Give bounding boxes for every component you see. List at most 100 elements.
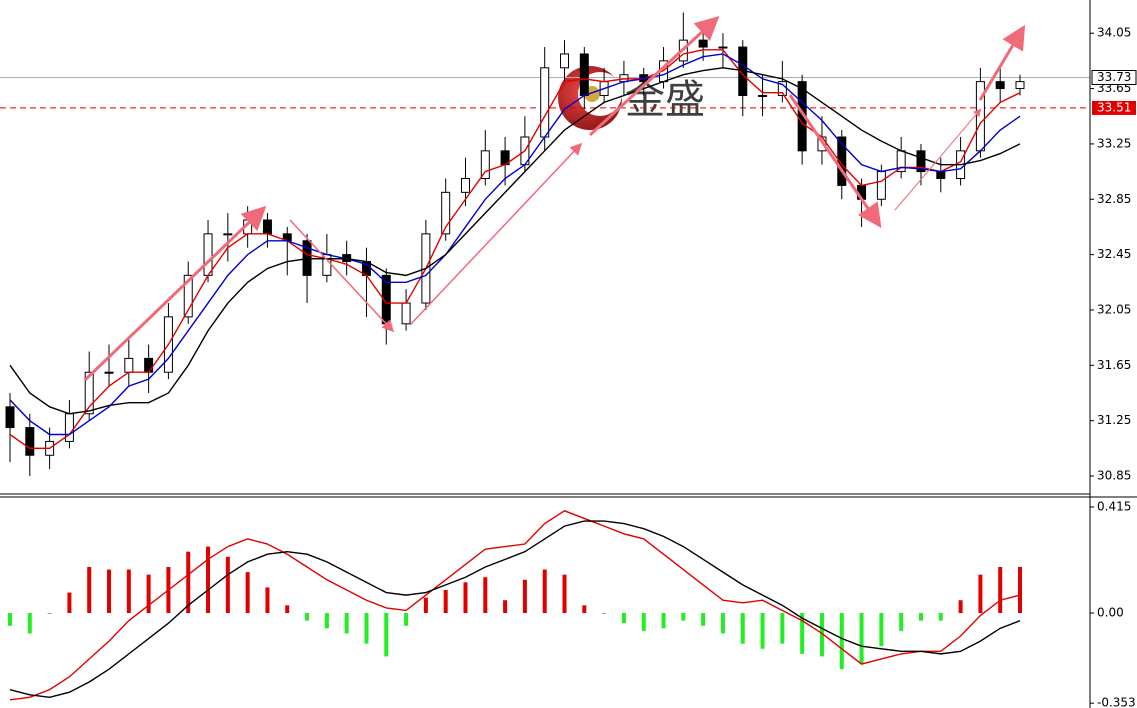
histogram-bar: [126, 569, 131, 613]
candle-body: [995, 81, 1005, 90]
histogram-bar: [918, 612, 923, 621]
histogram-bar: [958, 600, 963, 613]
histogram-bar: [621, 612, 626, 624]
trend-arrow: [289, 219, 395, 333]
histogram-bar: [67, 592, 72, 613]
y-tick-label: -0.353: [1097, 696, 1136, 708]
histogram-bar: [859, 612, 864, 665]
histogram-bar: [186, 551, 191, 613]
candle-body: [480, 150, 490, 180]
candle-body: [124, 357, 134, 373]
histogram-bar: [285, 605, 290, 613]
watermark-text: 金盛: [625, 77, 705, 123]
candle-body: [401, 302, 411, 325]
candle-body: [1015, 81, 1025, 90]
histogram-bar: [701, 612, 706, 626]
histogram-bar: [245, 572, 250, 613]
histogram-bar: [463, 582, 468, 613]
y-tick-label: 0.415: [1097, 499, 1131, 513]
y-tick-label: 34.05: [1097, 26, 1131, 40]
candle-body: [718, 46, 728, 49]
histogram-bar: [899, 612, 904, 631]
candle-body: [758, 94, 768, 97]
candle-body: [579, 53, 589, 96]
y-tick-label: 30.85: [1097, 469, 1131, 483]
y-tick-label: 32.05: [1097, 302, 1131, 316]
y-tick-label: 0.00: [1097, 605, 1124, 619]
watermark: 金盛: [558, 66, 705, 130]
candle-body: [144, 357, 154, 373]
candle-body: [460, 178, 470, 193]
indicator-line: [9, 510, 1021, 701]
indicator-line: [9, 520, 1021, 699]
candle-body: [698, 39, 708, 48]
histogram-bar: [800, 612, 805, 654]
trend-arrow: [978, 24, 1026, 101]
candle-body: [441, 191, 451, 235]
alert-price-label: 33.51: [1097, 100, 1131, 114]
candle-body: [223, 233, 233, 236]
indicator-line: [9, 49, 1021, 450]
histogram-bar: [443, 590, 448, 613]
last-price-label: 33.73: [1097, 70, 1131, 84]
candle-body: [5, 406, 15, 429]
histogram-bar: [364, 612, 369, 644]
alert-price-box: [1092, 100, 1136, 115]
histogram-bar: [404, 612, 409, 626]
y-tick-label: 33.25: [1097, 136, 1131, 150]
candle-body: [560, 53, 570, 69]
histogram-bar: [720, 612, 725, 634]
trend-arrow: [588, 15, 720, 137]
histogram-bar: [107, 569, 112, 613]
last-price-box: [1091, 69, 1137, 85]
histogram-bar: [780, 612, 785, 644]
histogram-bar: [681, 612, 686, 621]
histogram-bar: [641, 612, 646, 631]
histogram-bar: [87, 567, 92, 613]
trend-arrow: [409, 142, 583, 326]
trend-arrow: [894, 108, 982, 211]
histogram-bar: [8, 612, 12, 626]
candle-body: [916, 150, 926, 173]
y-tick-label: 31.65: [1097, 358, 1131, 372]
histogram-bar: [503, 600, 508, 613]
candle-body: [262, 219, 272, 235]
histogram-bar: [839, 612, 844, 670]
histogram-bar: [344, 612, 349, 634]
histogram-bar: [305, 612, 310, 621]
candle-body: [183, 274, 193, 318]
histogram-bar: [265, 587, 270, 613]
histogram-bar: [27, 612, 32, 634]
histogram-bar: [47, 612, 52, 614]
candle-body: [25, 427, 35, 456]
histogram-bar: [423, 597, 428, 613]
histogram-bar: [562, 574, 567, 613]
histogram-bar: [542, 569, 547, 613]
histogram-bar: [1018, 567, 1022, 613]
candle-body: [104, 371, 114, 374]
histogram-bar: [819, 612, 824, 657]
histogram-bar: [879, 612, 884, 647]
trend-arrow: [83, 205, 267, 382]
histogram-bar: [225, 556, 230, 613]
trend-arrow: [788, 94, 882, 228]
histogram-bar: [206, 546, 211, 613]
histogram-bar: [522, 579, 527, 613]
y-tick-label: 31.25: [1097, 413, 1131, 427]
candle-body: [540, 67, 550, 138]
histogram-bar: [602, 612, 607, 614]
candle-body: [203, 233, 213, 276]
histogram-bar: [978, 574, 983, 613]
histogram-bar: [938, 612, 943, 621]
histogram-bar: [740, 612, 745, 644]
trend-arrows: [83, 15, 1026, 382]
histogram-bar: [324, 612, 329, 629]
histogram-bar: [998, 567, 1003, 613]
histogram-bar: [760, 612, 765, 649]
histogram-bar: [146, 574, 151, 613]
candle-body: [837, 136, 847, 186]
y-tick-label: 32.45: [1097, 247, 1131, 261]
indicator-line: [9, 67, 1021, 415]
candle-body: [84, 371, 94, 415]
